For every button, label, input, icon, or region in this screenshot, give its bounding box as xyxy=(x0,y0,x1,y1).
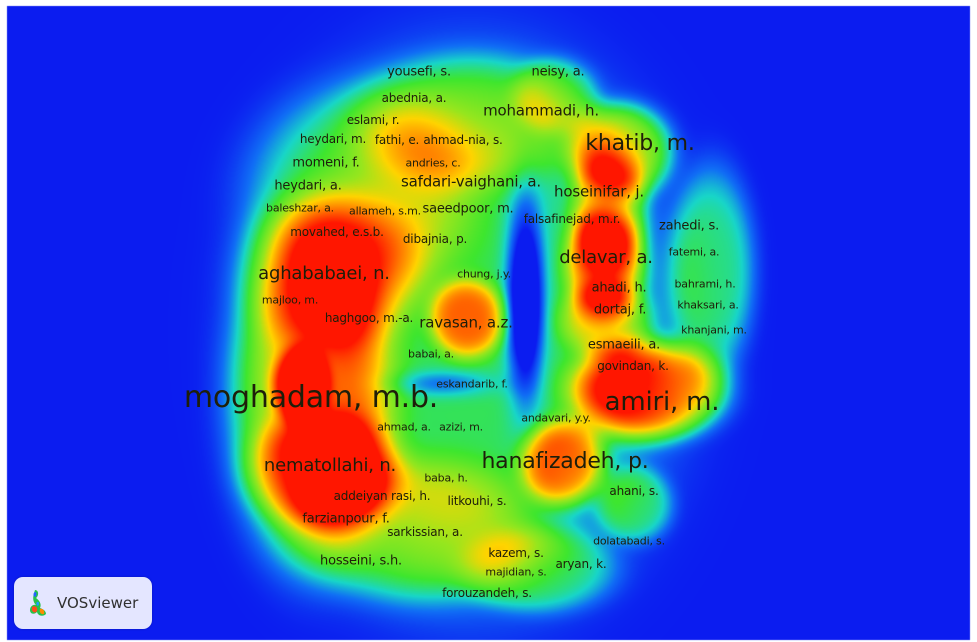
author-label: allameh, s.m. xyxy=(349,204,421,218)
author-label: farzianpour, f. xyxy=(302,511,390,527)
author-label: heydari, a. xyxy=(274,178,342,194)
author-label: khaksari, a. xyxy=(677,298,739,312)
author-label: moghadam, m.b. xyxy=(183,380,439,415)
author-label: khanjani, m. xyxy=(681,323,747,337)
author-label: dolatabadi, s. xyxy=(593,534,665,548)
author-label: ahadi, h. xyxy=(591,280,647,296)
author-label: khatib, m. xyxy=(585,131,695,156)
author-label: ahmad, a. xyxy=(377,420,431,434)
author-label: saeedpoor, m. xyxy=(422,201,514,217)
author-label: esmaeili, a. xyxy=(587,337,661,353)
author-label: andavari, y.y. xyxy=(521,411,591,425)
author-label: zahedi, s. xyxy=(658,218,720,234)
vosviewer-logo-text: VOSviewer xyxy=(57,594,139,612)
author-label: hosseini, s.h. xyxy=(320,553,402,569)
author-label: dortaj, f. xyxy=(593,302,647,318)
author-label: govindan, k. xyxy=(597,359,669,373)
author-label: falsafinejad, m.r. xyxy=(523,212,621,226)
author-label: fathi, e. xyxy=(374,133,420,147)
author-label: baba, h. xyxy=(424,471,468,485)
author-label: dibajnia, p. xyxy=(402,232,468,246)
author-label: fatemi, a. xyxy=(668,245,720,259)
author-label: eskandarib, f. xyxy=(436,377,508,391)
author-label: delavar, a. xyxy=(559,247,653,268)
author-label: aghababaei, n. xyxy=(258,263,390,284)
author-label: eslami, r. xyxy=(346,113,400,127)
author-label: movahed, e.s.b. xyxy=(290,225,384,239)
author-label: safdari-vaighani, a. xyxy=(401,172,541,191)
author-label: mohammadi, h. xyxy=(483,101,599,120)
author-label: abednia, a. xyxy=(381,91,447,105)
author-label: haghgoo, m.-a. xyxy=(324,311,414,325)
author-label: majidian, s. xyxy=(485,565,547,579)
author-label: chung, j.y. xyxy=(457,267,511,281)
author-label: ravasan, a.z. xyxy=(419,313,513,332)
author-label: addeiyan rasi, h. xyxy=(333,489,431,503)
author-label: kazem, s. xyxy=(488,546,544,560)
author-label: momeni, f. xyxy=(292,155,360,171)
vosviewer-logo-icon xyxy=(30,590,46,616)
author-label: bahrami, h. xyxy=(674,277,736,291)
author-label: babai, a. xyxy=(408,347,454,361)
author-label: majloo, m. xyxy=(261,293,319,307)
vosviewer-logo: VOSviewer xyxy=(14,577,152,629)
author-label: litkouhi, s. xyxy=(447,494,507,508)
author-label: hoseinifar, j. xyxy=(554,182,644,201)
author-label: sarkissian, a. xyxy=(387,525,463,539)
author-label: neisy, a. xyxy=(531,64,585,80)
author-label: andries, c. xyxy=(405,156,461,170)
author-label: azizi, m. xyxy=(439,420,483,434)
author-label: hanafizadeh, p. xyxy=(481,449,649,474)
author-label: ahmad-nia, s. xyxy=(423,133,503,147)
author-label: yousefi, s. xyxy=(387,64,451,80)
author-label: aryan, k. xyxy=(555,557,607,571)
author-label: baleshzar, a. xyxy=(266,201,334,215)
author-label: nematollahi, n. xyxy=(263,455,397,476)
author-label: ahani, s. xyxy=(609,484,659,498)
author-label: heydari, m. xyxy=(299,132,367,146)
author-label: forouzandeh, s. xyxy=(442,586,532,600)
author-label: amiri, m. xyxy=(604,387,720,417)
